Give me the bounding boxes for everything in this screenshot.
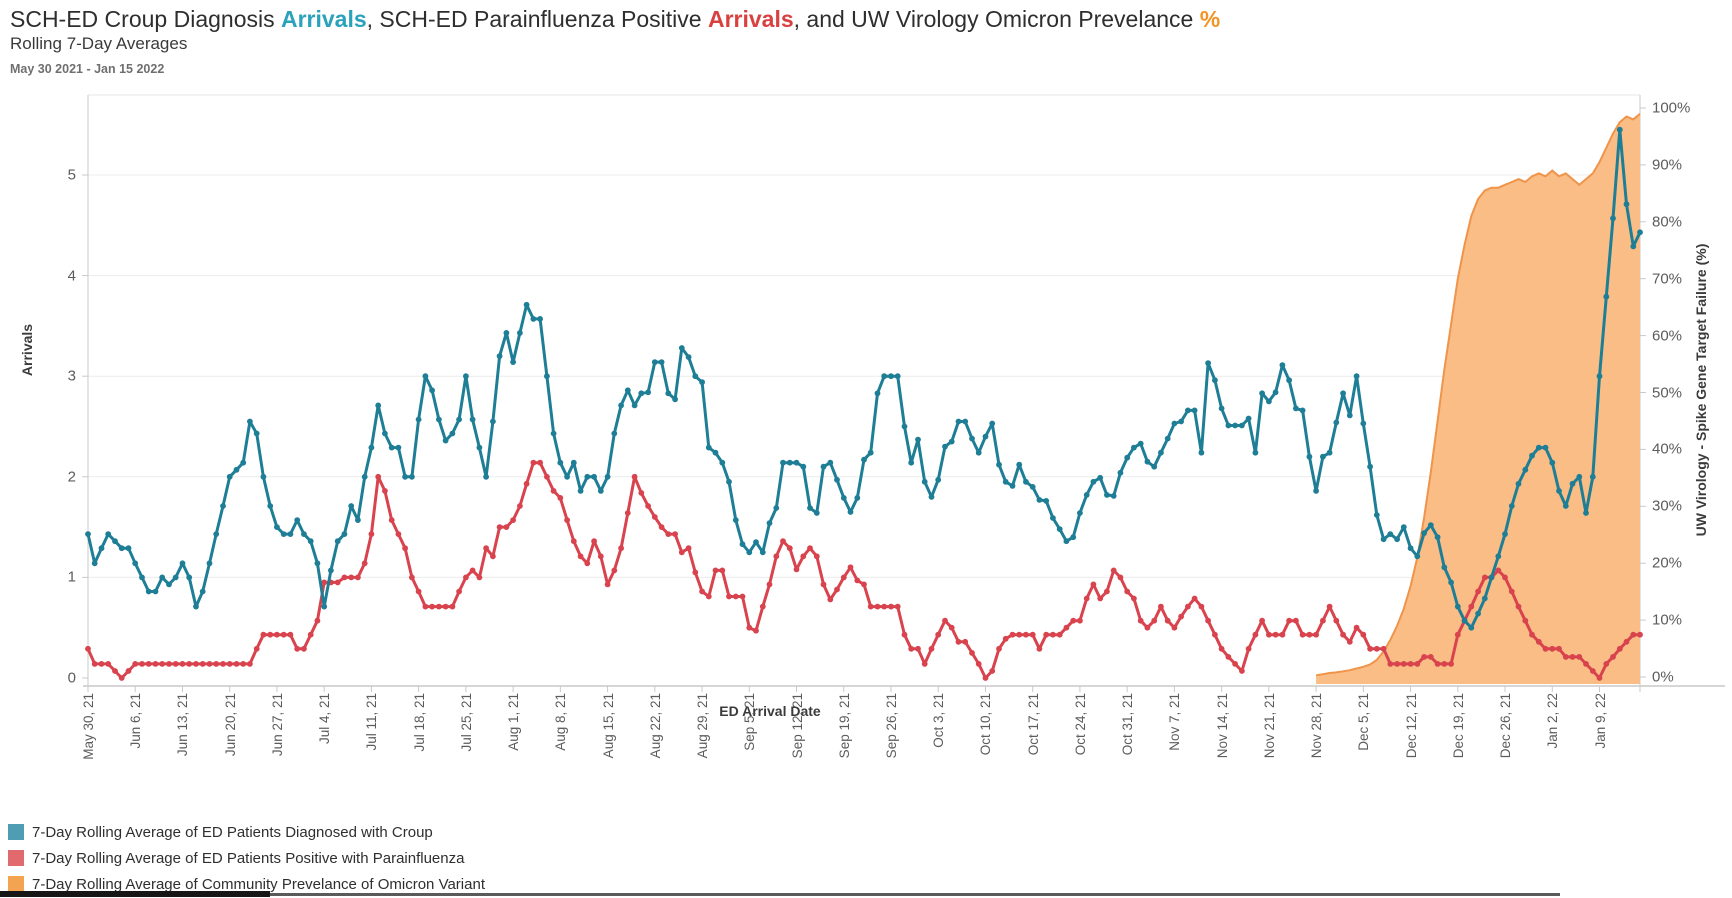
right-tick-label: 30%	[1652, 497, 1683, 515]
x-tick-label: Aug 29, 21	[695, 693, 711, 759]
legend-label-parainfluenza: 7-Day Rolling Average of ED Patients Pos…	[32, 849, 465, 867]
legend-item-omicron[interactable]: 7-Day Rolling Average of Community Preve…	[8, 874, 485, 894]
x-tick-label: Jul 11, 21	[364, 693, 380, 751]
page-title: SCH-ED Croup Diagnosis Arrivals, SCH-ED …	[10, 6, 1220, 33]
right-tick-label: 50%	[1652, 384, 1683, 401]
x-tick-label: Dec 12, 21	[1403, 693, 1419, 759]
left-tick-label: 4	[67, 267, 76, 285]
left-tick-label: 2	[67, 468, 76, 486]
right-tick-label: 80%	[1652, 213, 1683, 231]
legend-label-omicron: 7-Day Rolling Average of Community Preve…	[32, 875, 485, 893]
left-tick-label: 0	[67, 669, 76, 687]
x-tick-label: Aug 15, 21	[600, 693, 616, 759]
x-tick-label: Jul 25, 21	[458, 693, 474, 752]
legend-item-parainfluenza[interactable]: 7-Day Rolling Average of ED Patients Pos…	[8, 848, 464, 868]
x-tick-label: Nov 21, 21	[1261, 693, 1277, 759]
bottom-gray-strip	[270, 893, 1560, 896]
x-tick-label: Dec 26, 21	[1498, 693, 1514, 759]
right-axis-title: UW Virology - Spike Gene Target Failure …	[1693, 243, 1709, 537]
x-tick-label: Dec 19, 21	[1450, 693, 1466, 759]
x-tick-label: Nov 14, 21	[1214, 693, 1230, 759]
legend-item-croup[interactable]: 7-Day Rolling Average of ED Patients Dia…	[8, 822, 433, 842]
omicron-legend-swatch-icon	[8, 876, 24, 892]
title-part3: , and UW Virology Omicron Prevelance	[793, 6, 1200, 32]
title-croup-accent: Arrivals	[280, 6, 367, 32]
bottom-dark-strip	[0, 891, 270, 897]
x-tick-label: Sep 26, 21	[883, 693, 899, 759]
x-tick-label: Oct 17, 21	[1025, 693, 1041, 756]
right-tick-label: 0%	[1652, 668, 1674, 686]
x-tick-label: Jun 13, 21	[175, 693, 191, 757]
x-axis-title: ED Arrival Date	[719, 703, 821, 719]
date-range: May 30 2021 - Jan 15 2022	[10, 62, 165, 76]
x-tick-label: Sep 12, 21	[789, 693, 805, 759]
x-tick-label: Jul 4, 21	[317, 693, 333, 745]
left-tick-label: 1	[67, 568, 76, 586]
title-part2: , SCH-ED Parainfluenza Positive	[366, 6, 708, 32]
x-tick-label: Jan 9, 22	[1592, 693, 1608, 749]
right-tick-label: 70%	[1652, 270, 1683, 288]
x-tick-label: Oct 24, 21	[1072, 693, 1088, 756]
x-tick-label: Aug 8, 21	[553, 693, 569, 751]
x-tick-label: Jan 2, 22	[1545, 693, 1561, 749]
x-tick-label: Oct 31, 21	[1120, 693, 1136, 756]
left-tick-label: 3	[67, 367, 76, 385]
x-tick-label: Nov 28, 21	[1309, 693, 1325, 759]
x-tick-label: May 30, 21	[81, 693, 96, 760]
parainfluenza-legend-swatch-icon	[8, 850, 24, 866]
right-tick-label: 60%	[1652, 327, 1683, 345]
x-tick-label: Sep 19, 21	[836, 693, 852, 759]
x-tick-label: Jun 20, 21	[222, 693, 238, 757]
x-tick-label: Jun 6, 21	[128, 693, 144, 749]
right-tick-label: 90%	[1652, 156, 1683, 174]
title-part1: SCH-ED Croup Diagnosis	[10, 6, 281, 32]
x-tick-label: Dec 5, 21	[1356, 693, 1372, 751]
right-tick-label: 10%	[1652, 611, 1683, 629]
x-tick-label: Jun 27, 21	[269, 693, 285, 757]
x-tick-label: Jul 18, 21	[411, 693, 427, 752]
x-tick-label: Aug 1, 21	[506, 693, 522, 751]
subtitle: Rolling 7-Day Averages	[10, 34, 188, 53]
left-axis-title: Arrivals	[19, 323, 35, 377]
x-tick-label: Nov 7, 21	[1167, 693, 1183, 751]
x-tick-label: Oct 3, 21	[931, 693, 947, 748]
title-pct-accent: %	[1199, 6, 1221, 32]
right-tick-label: 40%	[1652, 440, 1683, 458]
left-tick-label: 5	[67, 166, 76, 184]
x-tick-label: Aug 22, 21	[647, 693, 663, 759]
croup-legend-swatch-icon	[8, 824, 24, 840]
title-para-accent: Arrivals	[707, 6, 794, 32]
legend-label-croup: 7-Day Rolling Average of ED Patients Dia…	[32, 823, 433, 841]
x-tick-label: Sep 5, 21	[742, 693, 758, 751]
x-tick-label: Oct 10, 21	[978, 693, 994, 756]
right-tick-label: 100%	[1652, 99, 1691, 117]
right-tick-label: 20%	[1652, 554, 1683, 572]
